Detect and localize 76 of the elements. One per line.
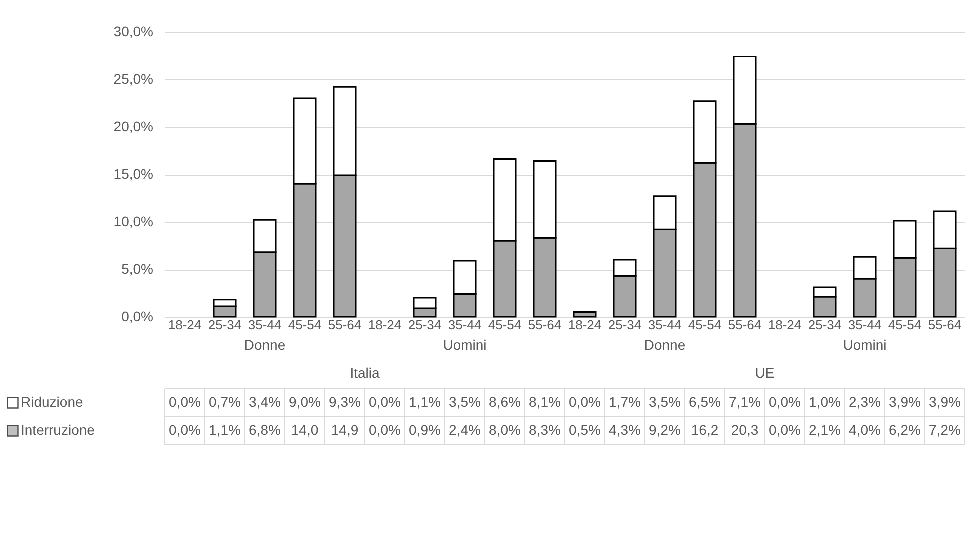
data-label: 7,2% (929, 422, 961, 438)
x-tick-label: 35-44 (248, 318, 282, 332)
data-label: 2,1% (809, 422, 841, 438)
x-tick-label: 35-44 (448, 318, 482, 332)
data-label: 16,2 (691, 422, 719, 438)
x-tick-label: 35-44 (848, 318, 882, 332)
data-label: 9,2% (649, 422, 681, 438)
data-label: 3,4% (249, 394, 281, 410)
y-tick-label: 20,0% (114, 118, 154, 134)
data-label: 0,0% (769, 394, 801, 410)
y-tick-label: 15,0% (114, 166, 154, 182)
data-label: 8,3% (529, 422, 561, 438)
x-tick-label: 25-34 (608, 318, 642, 332)
data-label: 8,6% (489, 394, 521, 410)
data-label: 0,0% (169, 394, 201, 410)
data-label: 0,0% (169, 422, 201, 438)
data-label: 9,0% (289, 394, 321, 410)
legend-label: Interruzione (21, 422, 96, 438)
x-tick-label: 55-64 (528, 318, 562, 332)
x-tick-label: 45-54 (288, 318, 322, 332)
x-tick-label: 25-34 (408, 318, 442, 332)
x-tick-label: 55-64 (928, 318, 962, 332)
data-label: 0,9% (409, 422, 441, 438)
text: Italia (350, 365, 380, 381)
bar (573, 312, 597, 318)
x-tick-label: 25-34 (808, 318, 842, 332)
data-label: 0,0% (369, 394, 401, 410)
x-tick-label: 45-54 (888, 318, 922, 332)
data-label: 3,9% (929, 394, 961, 410)
x-tick-label: 18-24 (568, 318, 602, 332)
y-tick-label: 5,0% (122, 261, 154, 277)
data-label: 8,0% (489, 422, 521, 438)
data-label: 14,0 (291, 422, 319, 438)
text: Donne (644, 337, 686, 353)
data-label: 20,3 (731, 422, 759, 438)
data-label: 6,8% (249, 422, 281, 438)
legend-label: Riduzione (21, 394, 84, 410)
x-tick-label: 18-24 (368, 318, 402, 332)
data-label: 9,3% (329, 394, 361, 410)
x-tick-label: 55-64 (728, 318, 762, 332)
data-label: 8,1% (529, 394, 561, 410)
text: Uomini (843, 337, 887, 353)
x-tick-label: 55-64 (328, 318, 362, 332)
y-tick-label: 30,0% (114, 24, 154, 40)
x-tick-label: 18-24 (168, 318, 202, 332)
data-label: 3,9% (889, 394, 921, 410)
text: Donne (244, 337, 286, 353)
data-label: 0,0% (369, 422, 401, 438)
data-label: 0,7% (209, 394, 241, 410)
x-tick-label: 35-44 (648, 318, 682, 332)
y-tick-label: 0,0% (122, 308, 154, 324)
x-tick-label: 45-54 (688, 318, 722, 332)
data-label: 2,3% (849, 394, 881, 410)
data-label: 1,0% (809, 394, 841, 410)
x-tick-label: 18-24 (768, 318, 802, 332)
data-label: 4,0% (849, 422, 881, 438)
x-tick-label: 45-54 (488, 318, 522, 332)
text: UE (755, 365, 775, 381)
data-label: 0,5% (569, 422, 601, 438)
text: Uomini (443, 337, 487, 353)
data-label: 1,1% (209, 422, 241, 438)
data-label: 0,0% (569, 394, 601, 410)
data-label: 6,2% (889, 422, 921, 438)
y-tick-label: 10,0% (114, 214, 154, 230)
data-label: 2,4% (449, 422, 481, 438)
data-label: 7,1% (729, 394, 761, 410)
x-tick-label: 25-34 (208, 318, 242, 332)
data-label: 1,1% (409, 394, 441, 410)
data-label: 14,9 (331, 422, 359, 438)
data-label: 4,3% (609, 422, 641, 438)
y-tick-label: 25,0% (114, 71, 154, 87)
data-label: 6,5% (689, 394, 721, 410)
data-label: 1,7% (609, 394, 641, 410)
data-label: 0,0% (769, 422, 801, 438)
data-label: 3,5% (449, 394, 481, 410)
data-label: 3,5% (649, 394, 681, 410)
